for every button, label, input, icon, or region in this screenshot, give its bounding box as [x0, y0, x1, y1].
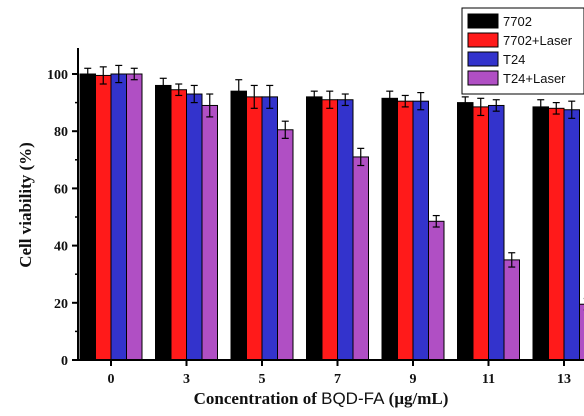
bar-t24-laser-7 [353, 157, 369, 360]
y-ticks: 0 20 40 60 80 100 [47, 68, 78, 369]
bar-7702-laser-3 [171, 90, 187, 360]
bar-t24-laser-5 [278, 130, 294, 360]
legend-label: 7702+Laser [503, 33, 573, 48]
y-tick-label: 0 [61, 354, 68, 369]
x-ticks: 0 3 5 7 9 11 13 [108, 360, 572, 387]
legend-swatch [468, 52, 498, 66]
bar-7702-11 [458, 103, 474, 360]
y-axis-title: Cell viability (%) [16, 142, 35, 268]
x-axis-title: Concentration of BQD-FA (μg/mL) [194, 389, 449, 408]
legend-swatch [468, 33, 498, 47]
legend-swatch [468, 14, 498, 28]
bar-t24-laser-11 [504, 260, 520, 360]
bar-t24-9 [413, 101, 429, 360]
y-tick-label: 40 [54, 240, 68, 255]
y-tick-label: 20 [54, 297, 68, 312]
bar-7702-3 [156, 85, 172, 360]
bar-7702-7 [307, 97, 323, 360]
bar-t24-laser-3 [202, 105, 218, 360]
bar-7702-13 [533, 107, 549, 360]
x-tick-label: 11 [482, 372, 495, 387]
bar-7702-laser-11 [473, 107, 489, 360]
bar-7702-laser-9 [398, 101, 414, 360]
bar-7702-0 [80, 74, 96, 360]
bar-t24-5 [262, 97, 278, 360]
bar-7702-laser-7 [322, 100, 338, 360]
bar-7702-9 [382, 98, 398, 360]
bar-t24-13 [564, 110, 580, 360]
x-tick-label: 13 [557, 372, 571, 387]
x-tick-label: 0 [108, 372, 115, 387]
bar-t24-laser-9 [429, 221, 445, 360]
bar-7702-laser-5 [247, 97, 263, 360]
bar-t24-7 [338, 100, 354, 360]
legend-label: 7702 [503, 14, 532, 29]
bar-t24-0 [111, 74, 127, 360]
y-tick-label: 80 [54, 125, 68, 140]
legend-swatch [468, 71, 498, 85]
bar-7702-laser-0 [96, 75, 112, 360]
x-axis-title-prefix: Concentration of [194, 389, 321, 408]
legend-label: T24 [503, 52, 525, 67]
bar-7702-laser-13 [549, 108, 565, 360]
bar-t24-3 [187, 94, 203, 360]
x-tick-label: 3 [183, 372, 190, 387]
y-tick-label: 60 [54, 182, 68, 197]
y-tick-label: 100 [47, 68, 68, 83]
x-tick-label: 9 [410, 372, 417, 387]
bars-layer [80, 65, 584, 360]
x-axis-title-compound: BQD-FA [321, 389, 385, 408]
x-axis-title-unit: (μg/mL) [384, 389, 448, 408]
bar-t24-laser-13 [580, 304, 584, 360]
bar-t24-11 [489, 105, 505, 360]
x-tick-label: 7 [334, 372, 341, 387]
bar-7702-5 [231, 91, 247, 360]
x-tick-label: 5 [259, 372, 266, 387]
legend-label: T24+Laser [503, 71, 566, 86]
bar-t24-laser-0 [127, 74, 143, 360]
legend: 7702 7702+Laser T24 T24+Laser [462, 8, 584, 94]
